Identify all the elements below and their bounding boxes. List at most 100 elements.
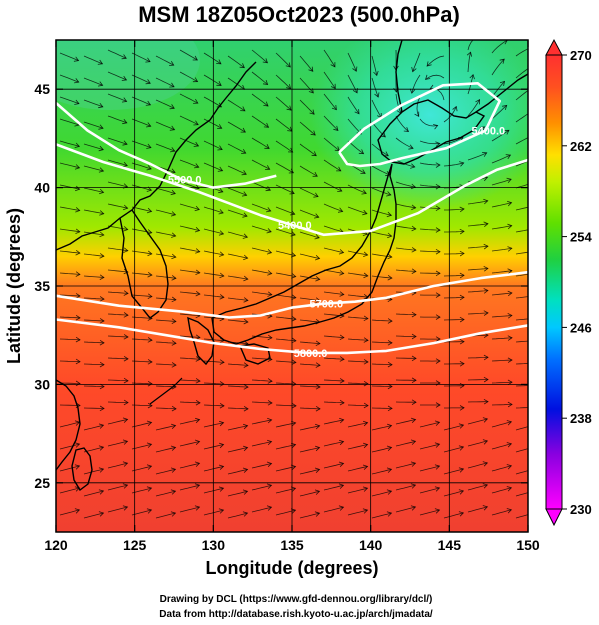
streamline-228 bbox=[251, 291, 272, 296]
streamline-arrow-176 bbox=[459, 228, 465, 235]
streamline-arrow-0 bbox=[73, 56, 80, 62]
streamline-241 bbox=[83, 319, 105, 322]
streamline-arrow-259 bbox=[532, 316, 536, 321]
streamline-306 bbox=[203, 382, 225, 385]
streamline-127 bbox=[227, 187, 247, 196]
streamline-arrow-369 bbox=[290, 442, 297, 449]
streamline-219 bbox=[515, 273, 528, 277]
streamline-arrow-303 bbox=[147, 380, 153, 387]
streamline-arrow-158 bbox=[506, 200, 513, 207]
streamline-285 bbox=[179, 357, 201, 360]
streamline-arrow-125 bbox=[194, 184, 200, 190]
streamline-arrow-295 bbox=[435, 358, 441, 364]
streamline-arrow-331 bbox=[339, 399, 345, 406]
streamline-arrow-357 bbox=[482, 417, 489, 423]
streamline-425 bbox=[179, 506, 200, 513]
streamline-arrow-107 bbox=[241, 170, 247, 176]
streamline-arrow-437 bbox=[482, 505, 489, 511]
streamline-70 bbox=[299, 121, 316, 136]
streamline-arrow-338 bbox=[507, 401, 513, 408]
streamline-54 bbox=[395, 93, 402, 114]
streamline-191 bbox=[323, 247, 344, 253]
streamline-arrow-47 bbox=[240, 106, 246, 112]
streamline-arrow-212 bbox=[363, 272, 369, 279]
streamline-237 bbox=[467, 290, 488, 293]
streamline-380 bbox=[59, 465, 80, 472]
streamline-arrow-221 bbox=[99, 296, 105, 302]
streamline-arrow-293 bbox=[387, 361, 393, 368]
streamline-arrow-284 bbox=[171, 362, 177, 368]
streamline-222 bbox=[107, 291, 129, 294]
streamline-171 bbox=[323, 225, 344, 233]
streamline-arrow-231 bbox=[339, 291, 345, 297]
streamline-76 bbox=[443, 106, 457, 123]
streamline-arrow-435 bbox=[434, 508, 441, 514]
streamline-85 bbox=[179, 137, 199, 147]
streamline-98 bbox=[491, 129, 510, 142]
streamline-155 bbox=[419, 206, 440, 209]
streamline-372 bbox=[347, 444, 368, 450]
streamline-422 bbox=[107, 506, 128, 513]
streamline-arrow-89 bbox=[287, 147, 294, 153]
streamline-399 bbox=[515, 470, 528, 475]
streamline-arrow-310 bbox=[315, 384, 321, 390]
streamline-arrow-439 bbox=[531, 511, 536, 516]
streamline-357 bbox=[467, 418, 488, 425]
streamline-376 bbox=[443, 446, 464, 453]
streamline-arrow-200 bbox=[75, 271, 81, 277]
streamline-arrow-152 bbox=[362, 209, 368, 216]
streamline-arrow-286 bbox=[219, 359, 225, 365]
streamline-182 bbox=[107, 247, 128, 252]
streamline-arrow-219 bbox=[532, 272, 536, 277]
streamline-arrow-224 bbox=[171, 296, 177, 303]
streamline-216 bbox=[443, 274, 465, 277]
streamline-arrow-78 bbox=[502, 104, 508, 111]
y-tick-label-40: 40 bbox=[34, 180, 50, 196]
streamline-arrow-145 bbox=[194, 205, 200, 212]
streamline-352 bbox=[347, 422, 368, 428]
streamline-arrow-292 bbox=[363, 359, 369, 365]
streamline-arrow-415 bbox=[434, 486, 441, 492]
streamline-353 bbox=[371, 425, 392, 431]
streamline-382 bbox=[107, 462, 128, 469]
streamline-arrow-235 bbox=[435, 292, 441, 298]
streamline-arrow-362 bbox=[122, 439, 129, 445]
chart-title: MSM 18Z05Oct2023 (500.0hPa) bbox=[138, 2, 460, 27]
streamline-319 bbox=[515, 385, 528, 387]
streamline-arrow-427 bbox=[242, 511, 249, 517]
streamline-261 bbox=[83, 341, 105, 344]
streamline-arrow-397 bbox=[482, 461, 489, 467]
streamline-362 bbox=[107, 440, 128, 447]
streamline-arrow-130 bbox=[313, 192, 319, 198]
streamline-arrow-180 bbox=[75, 249, 81, 256]
streamline-arrow-157 bbox=[483, 198, 489, 205]
streamline-405 bbox=[179, 484, 200, 491]
streamline-259 bbox=[515, 318, 528, 321]
streamline-292 bbox=[347, 360, 369, 363]
streamline-arrow-326 bbox=[219, 402, 225, 409]
streamline-423 bbox=[131, 509, 152, 516]
streamline-arrow-115 bbox=[435, 162, 441, 168]
streamline-arrow-168 bbox=[266, 228, 272, 234]
streamline-365 bbox=[179, 441, 200, 447]
streamline-arrow-436 bbox=[458, 511, 465, 517]
streamline-230 bbox=[299, 297, 320, 301]
streamline-arrow-345 bbox=[194, 417, 201, 424]
streamline-arrow-102 bbox=[122, 161, 128, 168]
streamline-41 bbox=[83, 99, 103, 108]
streamline-arrow-86 bbox=[217, 145, 223, 151]
streamline-17 bbox=[467, 40, 474, 51]
streamline-arrow-349 bbox=[291, 420, 297, 427]
cold-core-region bbox=[310, 40, 528, 210]
streamline-421 bbox=[83, 512, 104, 519]
colorbar-tick-label-238: 238 bbox=[570, 411, 592, 426]
streamline-arrow-388 bbox=[266, 461, 273, 467]
streamline-arrow-19 bbox=[529, 46, 534, 51]
streamline-arrow-36 bbox=[425, 74, 431, 80]
streamline-arrow-182 bbox=[123, 247, 129, 253]
streamline-16 bbox=[426, 55, 445, 67]
streamline-arrow-428 bbox=[266, 505, 273, 511]
streamline-arrow-305 bbox=[195, 378, 201, 384]
streamline-arrow-95 bbox=[435, 141, 441, 147]
